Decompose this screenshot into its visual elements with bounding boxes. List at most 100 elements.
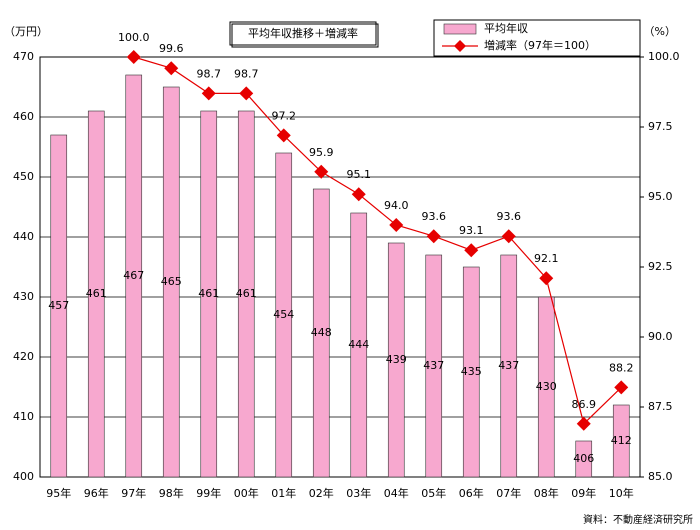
x-tick-label: 04年 [384,486,409,500]
marker [614,380,629,395]
x-tick-label: 06年 [459,486,484,500]
marker [501,229,516,244]
marker [201,86,216,101]
y-tick-label: 430 [13,290,34,303]
x-tick-label: 99年 [196,486,221,500]
bar-value-label: 467 [123,269,144,282]
y2-tick-label: 92.5 [648,260,673,273]
line-value-label: 93.1 [459,224,484,237]
x-tick-label: 97年 [121,486,146,500]
bar-value-label: 435 [461,365,482,378]
x-tick-label: 95年 [46,486,71,500]
marker [464,243,479,258]
line-value-label: 95.1 [347,168,372,181]
y-tick-label: 470 [13,50,34,63]
marker [239,86,254,101]
bar [425,254,443,478]
marker [164,61,179,76]
y-axis-unit: （万円） [4,25,48,38]
legend-label: 増減率（97年＝100） [484,38,596,52]
bar [237,110,255,478]
line-value-label: 95.9 [309,146,334,159]
bar-value-label: 439 [386,353,407,366]
marker [426,229,441,244]
bar [162,86,180,478]
bar [275,152,293,478]
y2-tick-label: 95.0 [648,190,673,203]
bar-value-label: 457 [48,299,69,312]
bar [500,254,518,478]
marker [389,218,404,232]
y-tick-label: 450 [13,170,34,183]
y2-tick-label: 90.0 [648,330,673,343]
x-tick-label: 01年 [271,486,296,500]
x-tick-label: 05年 [421,486,446,500]
bar-value-label: 461 [236,287,257,300]
marker [539,271,554,286]
bar [575,440,593,478]
bar-value-label: 454 [273,308,294,321]
x-tick-label: 03年 [346,486,371,500]
x-tick-label: 96年 [84,486,109,500]
bar [387,242,405,478]
bar [462,266,480,478]
line-value-label: 99.6 [159,42,184,55]
line-value-label: 94.0 [384,199,409,212]
bar-value-label: 461 [86,287,107,300]
title-box-shadow [231,23,379,48]
line-value-label: 86.9 [572,398,597,411]
y2-tick-label: 100.0 [648,50,680,63]
bar-value-label: 448 [311,326,332,339]
marker [351,187,366,202]
bar-value-label: 406 [573,452,594,465]
bar-value-label: 461 [198,287,219,300]
bar-value-label: 437 [498,359,519,372]
bar-value-label: 412 [611,434,632,447]
bar [50,134,68,478]
x-tick-label: 08年 [534,486,559,500]
y-tick-label: 410 [13,410,34,423]
y2-tick-label: 97.5 [648,120,673,133]
line-value-label: 93.6 [422,210,447,223]
bar-value-label: 430 [536,380,557,393]
bar [200,110,218,478]
y-tick-label: 400 [13,470,34,483]
legend-marker [454,40,466,52]
line-value-label: 98.7 [197,67,222,80]
y-tick-label: 440 [13,230,34,243]
x-tick-label: 02年 [309,486,334,500]
marker [126,50,141,64]
line-value-label: 98.7 [234,67,259,80]
marker [314,164,329,179]
bar [125,74,143,478]
line-value-label: 97.2 [272,109,297,122]
legend-label: 平均年収 [484,21,528,35]
x-tick-label: 00年 [234,486,259,500]
x-tick-label: 09年 [571,486,596,500]
line-value-label: 93.6 [497,210,522,223]
x-tick-label: 98年 [159,486,184,500]
marker [576,416,591,431]
bar-value-label: 465 [161,275,182,288]
y-tick-label: 460 [13,110,34,123]
bar [537,296,555,478]
y-tick-label: 420 [13,350,34,363]
bar [87,110,105,478]
line-value-label: 92.1 [534,252,559,265]
bar [350,212,368,478]
bar-value-label: 437 [423,359,444,372]
x-tick-label: 07年 [496,486,521,500]
y2-tick-label: 87.5 [648,400,673,413]
marker [276,128,291,143]
source: 資料：不動産経済研究所 [583,513,693,526]
line-value-label: 100.0 [118,31,150,44]
legend-swatch [443,23,477,35]
bar [312,188,330,478]
y2-tick-label: 85.0 [648,470,673,483]
line-value-label: 88.2 [609,361,634,374]
bar-value-label: 444 [348,338,369,351]
bar [612,404,630,478]
x-tick-label: 10年 [609,486,634,500]
chart-title: 平均年収推移＋増減率 [248,26,358,40]
